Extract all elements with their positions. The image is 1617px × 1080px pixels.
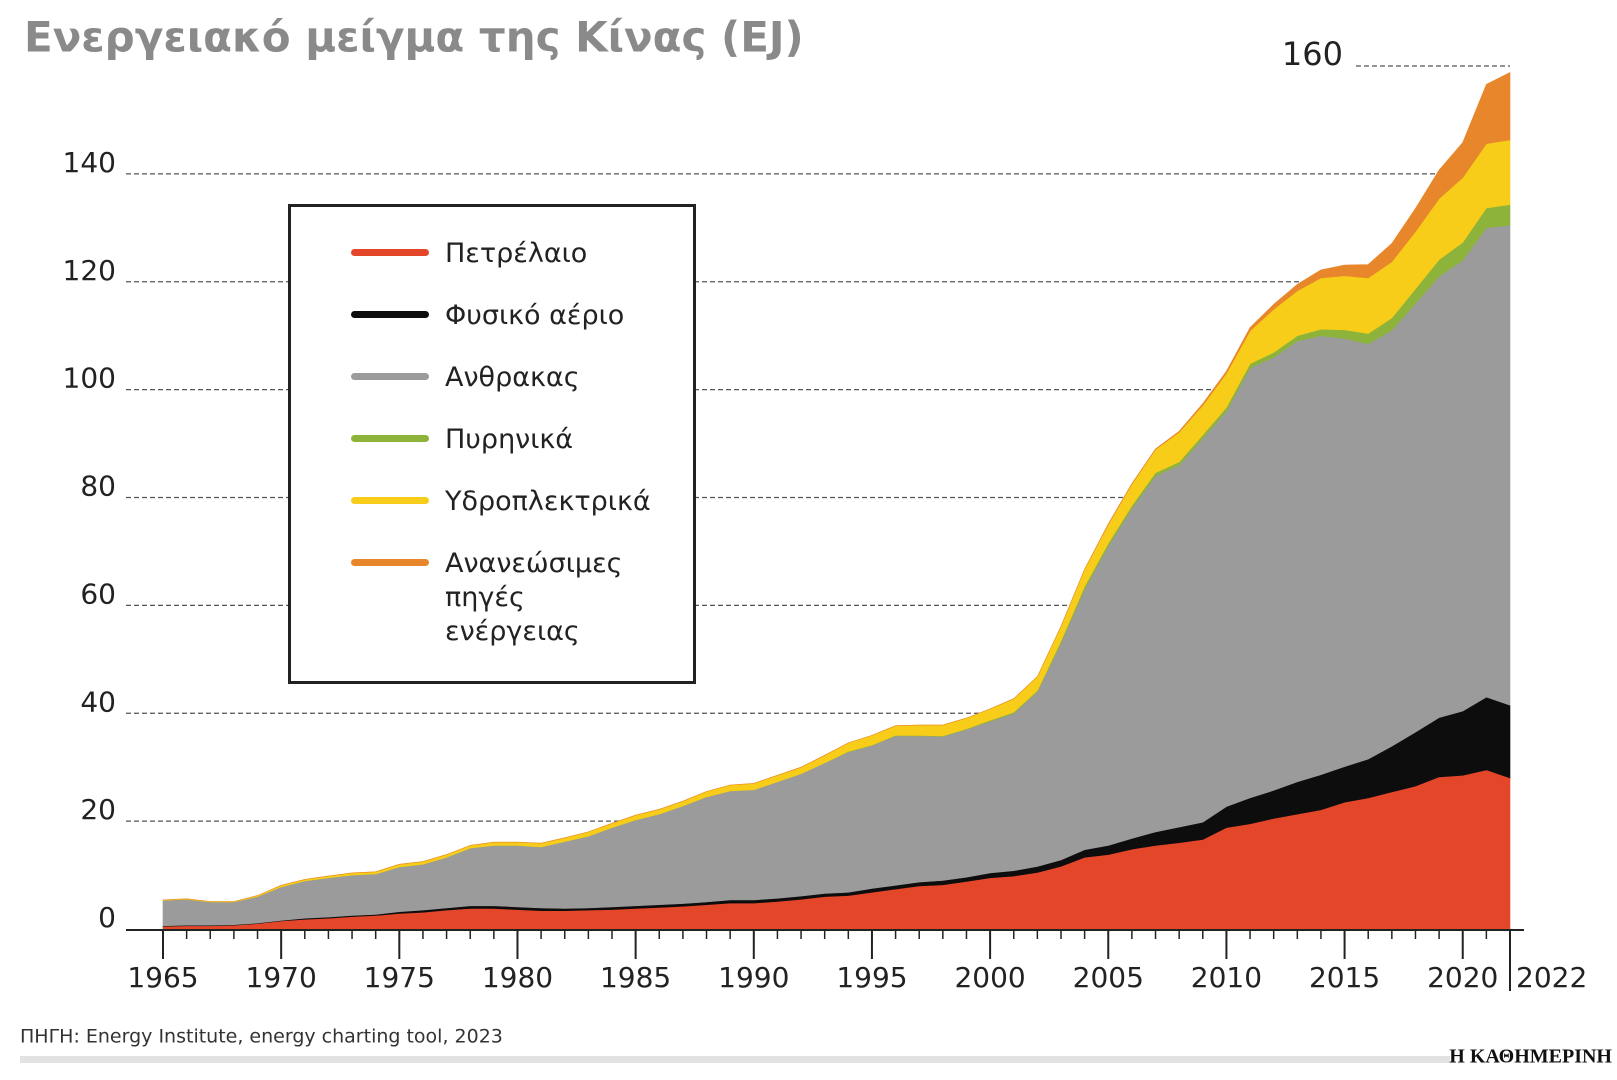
legend-item: Πυρηνικά bbox=[351, 423, 645, 457]
legend-item: Ανανεώσιμες πηγές ενέργειας bbox=[351, 547, 645, 649]
legend-swatch bbox=[351, 373, 429, 380]
legend: Πετρέλαιο Φυσικό αέριο Ανθρακας Πυρηνικά Υδρ… bbox=[288, 204, 696, 684]
legend-swatch bbox=[351, 497, 429, 504]
y-tick-label: 140 bbox=[63, 146, 116, 179]
x-tick-label: 1970 bbox=[246, 961, 317, 994]
x-tick-label: 1980 bbox=[482, 961, 553, 994]
x-tick-label: 2000 bbox=[954, 961, 1025, 994]
y-tick-label: 80 bbox=[80, 470, 116, 503]
y-tick-label: 120 bbox=[63, 254, 116, 287]
legend-swatch bbox=[351, 559, 429, 566]
y-tick-label: 0 bbox=[98, 901, 116, 934]
publisher: Η ΚΑΘΗΜΕΡΙΝΗ bbox=[1449, 1046, 1612, 1068]
x-tick-label: 2020 bbox=[1427, 961, 1498, 994]
x-tick-label: 1985 bbox=[600, 961, 671, 994]
legend-label: Ανθρακας bbox=[445, 362, 580, 393]
legend-label: Πυρηνικά bbox=[445, 424, 574, 455]
x-tick-label: 1990 bbox=[718, 961, 789, 994]
x-tick-label: 1995 bbox=[836, 961, 907, 994]
x-tick-label: 1975 bbox=[364, 961, 435, 994]
x-tick-label: 2015 bbox=[1309, 961, 1380, 994]
legend-item: Πετρέλαιο bbox=[351, 237, 645, 271]
legend-swatch bbox=[351, 435, 429, 442]
legend-item: Φυσικό αέριο bbox=[351, 299, 645, 333]
y-tick-label: 160 bbox=[1282, 35, 1343, 73]
legend-label: Υδροπλεκτρικά bbox=[445, 486, 651, 517]
legend-label: Ανανεώσιμες πηγές ενέργειας bbox=[445, 548, 623, 647]
legend-swatch bbox=[351, 249, 429, 256]
legend-swatch bbox=[351, 311, 429, 318]
chart-title: Ενεργειακό μείγμα της Κίνας (EJ) bbox=[24, 13, 804, 62]
area bbox=[162, 72, 1511, 902]
legend-item: Ανθρακας bbox=[351, 361, 645, 395]
legend-label: Πετρέλαιο bbox=[445, 238, 588, 269]
y-tick-label: 40 bbox=[80, 685, 116, 718]
y-tick-label: 60 bbox=[80, 577, 116, 610]
x-tick-label: 2022 bbox=[1516, 961, 1587, 994]
x-tick-label: 1965 bbox=[127, 961, 198, 994]
legend-item: Υδροπλεκτρικά bbox=[351, 485, 651, 519]
y-tick-label: 100 bbox=[63, 362, 116, 395]
legend-label: Φυσικό αέριο bbox=[445, 300, 625, 331]
source: ΠΗΓΗ: Energy Institute, energy charting … bbox=[20, 1026, 503, 1048]
x-tick-label: 2005 bbox=[1073, 961, 1144, 994]
y-tick-label: 20 bbox=[80, 793, 116, 826]
footer-bar bbox=[20, 1056, 1450, 1063]
x-tick-label: 2010 bbox=[1191, 961, 1262, 994]
